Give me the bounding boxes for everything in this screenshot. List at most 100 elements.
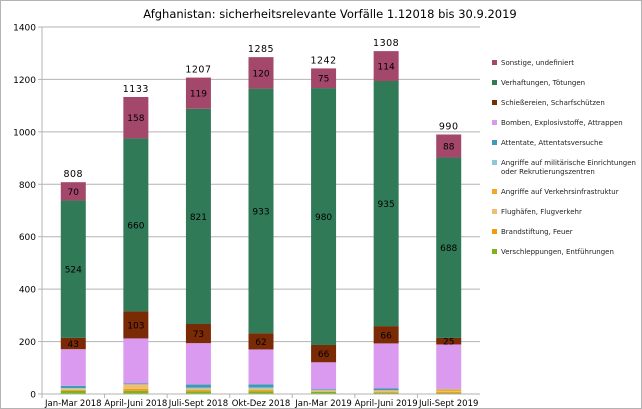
chart-title: Afghanistan: sicherheitsrelevante Vorfäl… xyxy=(143,7,517,21)
x-tick-label: April-Juni 2018 xyxy=(104,399,167,409)
legend-item: Schießereien, Scharfschützen xyxy=(492,99,605,107)
total-label: 1308 xyxy=(373,38,399,49)
bar-segment xyxy=(123,383,149,385)
segment-label: 821 xyxy=(190,213,207,223)
bar-segment xyxy=(123,388,149,391)
bar-segment xyxy=(373,326,399,344)
bar-segment xyxy=(373,51,399,82)
bar-segment xyxy=(185,343,211,385)
bar-segment xyxy=(248,57,274,89)
bar-segment xyxy=(123,138,149,312)
legend-swatch xyxy=(492,100,497,105)
bar-segment xyxy=(373,343,399,389)
legend-swatch xyxy=(492,189,497,194)
bar-segment xyxy=(436,391,462,392)
bar-segment xyxy=(373,390,399,392)
segment-label: 114 xyxy=(378,63,395,73)
bar-segment xyxy=(185,387,211,389)
x-tick-label: Juli-Sept 2018 xyxy=(168,399,228,409)
bar-segment xyxy=(248,88,274,334)
legend-item: Sonstige, undefiniert xyxy=(492,59,574,67)
legend-item: Verhaftungen, Tötungen xyxy=(492,79,585,87)
bar-segment xyxy=(60,389,86,390)
segment-label: 158 xyxy=(127,114,144,124)
total-label: 808 xyxy=(63,169,83,180)
bar-segment xyxy=(248,391,274,394)
bar-segment xyxy=(311,362,337,390)
bar-segment xyxy=(60,182,86,201)
x-tick-label: April-Juni 2019 xyxy=(355,399,418,409)
legend-swatch xyxy=(492,60,497,65)
segment-label: 43 xyxy=(68,340,79,350)
segment-label: 935 xyxy=(378,200,395,210)
legend-label: Verhaftungen, Tötungen xyxy=(501,79,585,87)
segment-label: 66 xyxy=(380,331,392,341)
bar-segment xyxy=(373,391,399,393)
bar-segment xyxy=(248,388,274,390)
legend-label: Angriffe auf militärische Einrichtungen xyxy=(501,159,636,167)
segment-label: 62 xyxy=(255,338,266,348)
bar-segment xyxy=(123,384,149,386)
y-tick-label: 600 xyxy=(19,233,36,243)
bar-segment xyxy=(185,388,211,390)
legend-swatch xyxy=(492,80,497,85)
legend: Sonstige, undefiniert Verhaftungen, Tötun… xyxy=(492,59,636,256)
segment-label: 524 xyxy=(65,266,82,276)
bar-segment xyxy=(60,388,86,390)
legend-item: Flughäfen, Flugverkehr xyxy=(492,208,582,216)
bar-segment xyxy=(185,384,211,388)
bar-segment xyxy=(436,157,462,338)
x-tick-label: Jan-Mar 2019 xyxy=(294,399,352,409)
segment-label: 688 xyxy=(440,244,457,254)
bar-segment xyxy=(311,390,337,392)
bar-segment xyxy=(248,390,274,392)
bar-segment xyxy=(185,389,211,391)
bar-segment xyxy=(436,392,462,394)
bar-segment xyxy=(60,337,86,350)
segment-label: 73 xyxy=(193,330,204,340)
bar-segment xyxy=(311,389,337,390)
legend-label: Verschleppungen, Entführungen xyxy=(501,248,614,256)
total-label: 1207 xyxy=(185,65,211,76)
bar-segment xyxy=(248,384,274,388)
segment-label: 119 xyxy=(190,90,207,100)
bar-segment xyxy=(373,388,399,391)
y-tick-label: 400 xyxy=(19,286,36,296)
bar-segment xyxy=(373,391,399,392)
bar-segment xyxy=(248,387,274,389)
bar-segment xyxy=(311,389,337,391)
legend-label: Bomben, Explosivstoffe, Attrappen xyxy=(501,119,623,127)
segment-label: 103 xyxy=(127,321,144,331)
bar-segment xyxy=(185,391,211,394)
segment-label: 25 xyxy=(443,338,454,348)
bar-segment xyxy=(60,390,86,394)
x-tick-label: Jan-Mar 2018 xyxy=(44,399,102,409)
bar-segment xyxy=(60,385,86,388)
bar-segment xyxy=(123,384,149,385)
bar-segment xyxy=(311,391,337,394)
legend-swatch xyxy=(492,209,497,214)
bar-segment xyxy=(436,391,462,393)
segment-label: 70 xyxy=(68,188,80,198)
bar-segment xyxy=(123,338,149,384)
bar-segment xyxy=(373,392,399,394)
legend-swatch xyxy=(492,249,497,254)
bars xyxy=(60,51,462,394)
segment-label: 980 xyxy=(315,213,332,223)
y-tick-label: 800 xyxy=(19,181,36,191)
bar-segment xyxy=(436,134,462,158)
bar-segment xyxy=(185,108,211,325)
y-tick-label: 1200 xyxy=(13,76,36,86)
legend-item: Angriffe auf Verkehrsinfrastruktur xyxy=(492,188,619,196)
x-tick-label: Juli-Sept 2019 xyxy=(418,399,478,409)
x-tick-label: Okt-Dez 2018 xyxy=(232,399,291,409)
data-labels: 43 524 70 808 103 660 158 1133 73 821 119 1207 62 933… xyxy=(63,38,458,360)
legend-item: Bomben, Explosivstoffe, Attrappen xyxy=(492,119,623,127)
legend-item: Brandstiftung, Feuer xyxy=(492,228,573,236)
y-tick-label: 0 xyxy=(30,391,36,401)
legend-swatch xyxy=(492,120,497,125)
bar-segment xyxy=(123,390,149,394)
legend-item: Attentate, Attentatsversuche xyxy=(492,139,603,147)
total-label: 1242 xyxy=(310,55,336,66)
